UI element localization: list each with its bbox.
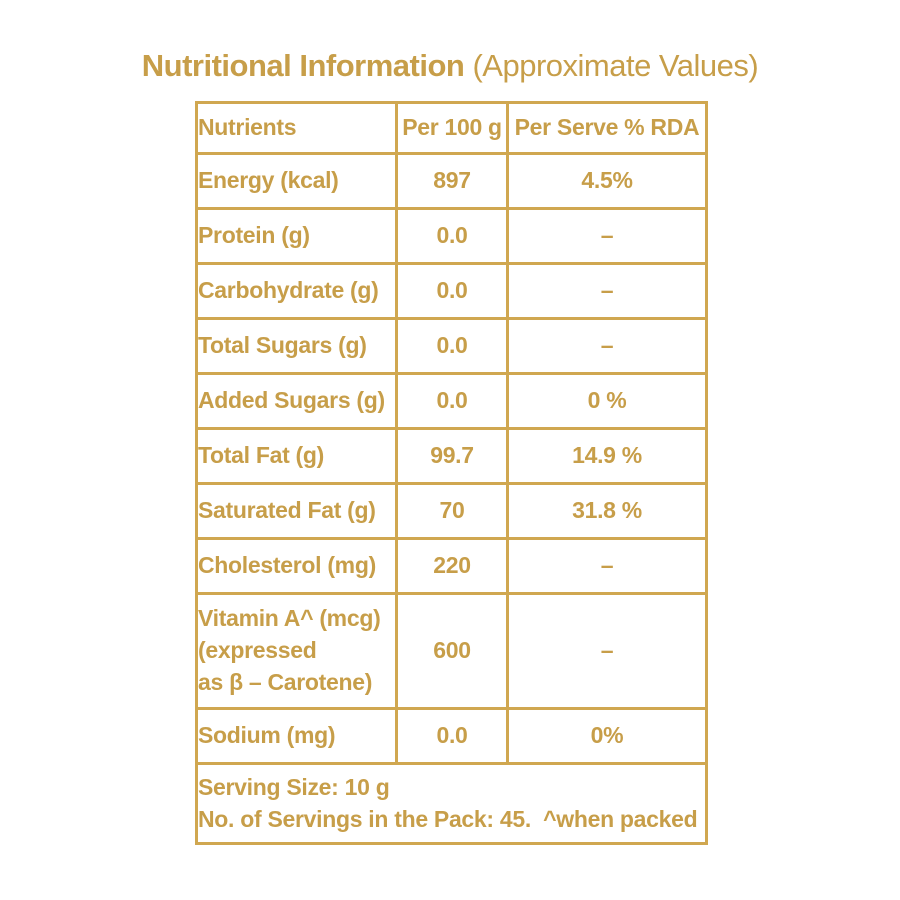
nutrient-cell: Cholesterol (mg) [195, 537, 398, 595]
table-row-protein: Protein (g) 0.0 – [195, 207, 708, 265]
per-serve-rda-cell: 0% [506, 707, 708, 765]
per-100g-cell: 600 [395, 592, 509, 710]
table-row-added-sugars: Added Sugars (g) 0.0 0 % [195, 372, 708, 430]
table-footer-row: Serving Size: 10 g No. of Servings in th… [195, 762, 708, 845]
header-nutrients: Nutrients [195, 101, 398, 155]
per-100g-cell: 0.0 [395, 372, 509, 430]
table-row-carbohydrate: Carbohydrate (g) 0.0 – [195, 262, 708, 320]
nutrition-table: Nutrients Per 100 g Per Serve % RDA Ener… [195, 101, 708, 845]
per-serve-rda-cell: 14.9 % [506, 427, 708, 485]
per-serve-rda-cell: – [506, 537, 708, 595]
per-100g-cell: 220 [395, 537, 509, 595]
per-serve-rda-cell: – [506, 317, 708, 375]
nutrient-cell: Added Sugars (g) [195, 372, 398, 430]
per-serve-rda-cell: 31.8 % [506, 482, 708, 540]
table-row-total-sugars: Total Sugars (g) 0.0 – [195, 317, 708, 375]
table-row-sodium: Sodium (mg) 0.0 0% [195, 707, 708, 765]
header-per-serve-rda: Per Serve % RDA [506, 101, 708, 155]
nutrient-cell: Total Fat (g) [195, 427, 398, 485]
per-serve-rda-cell: – [506, 592, 708, 710]
per-100g-cell: 0.0 [395, 262, 509, 320]
table-row-vitamin-a: Vitamin A^ (mcg) (expressed as β – Carot… [195, 592, 708, 710]
nutrient-cell: Protein (g) [195, 207, 398, 265]
per-100g-cell: 0.0 [395, 317, 509, 375]
nutrient-cell: Energy (kcal) [195, 152, 398, 210]
per-100g-cell: 70 [395, 482, 509, 540]
per-100g-cell: 0.0 [395, 207, 509, 265]
per-serve-rda-cell: 4.5% [506, 152, 708, 210]
nutrient-cell: Total Sugars (g) [195, 317, 398, 375]
per-100g-cell: 0.0 [395, 707, 509, 765]
page-title-sub: (Approximate Values) [472, 48, 759, 83]
table-row-saturated-fat: Saturated Fat (g) 70 31.8 % [195, 482, 708, 540]
per-serve-rda-cell: – [506, 262, 708, 320]
page-title-main: Nutritional Information [141, 48, 465, 83]
page-title: Nutritional Information (Approximate Val… [0, 48, 900, 84]
table-header-row: Nutrients Per 100 g Per Serve % RDA [195, 101, 708, 155]
per-100g-cell: 99.7 [395, 427, 509, 485]
header-per-100g: Per 100 g [395, 101, 509, 155]
per-serve-rda-cell: 0 % [506, 372, 708, 430]
table-row-energy: Energy (kcal) 897 4.5% [195, 152, 708, 210]
per-100g-cell: 897 [395, 152, 509, 210]
nutrient-cell: Carbohydrate (g) [195, 262, 398, 320]
per-serve-rda-cell: – [506, 207, 708, 265]
table-row-total-fat: Total Fat (g) 99.7 14.9 % [195, 427, 708, 485]
nutrient-cell: Saturated Fat (g) [195, 482, 398, 540]
nutrient-cell: Sodium (mg) [195, 707, 398, 765]
footer-cell: Serving Size: 10 g No. of Servings in th… [195, 762, 708, 845]
nutrient-cell: Vitamin A^ (mcg) (expressed as β – Carot… [195, 592, 398, 710]
table-row-cholesterol: Cholesterol (mg) 220 – [195, 537, 708, 595]
